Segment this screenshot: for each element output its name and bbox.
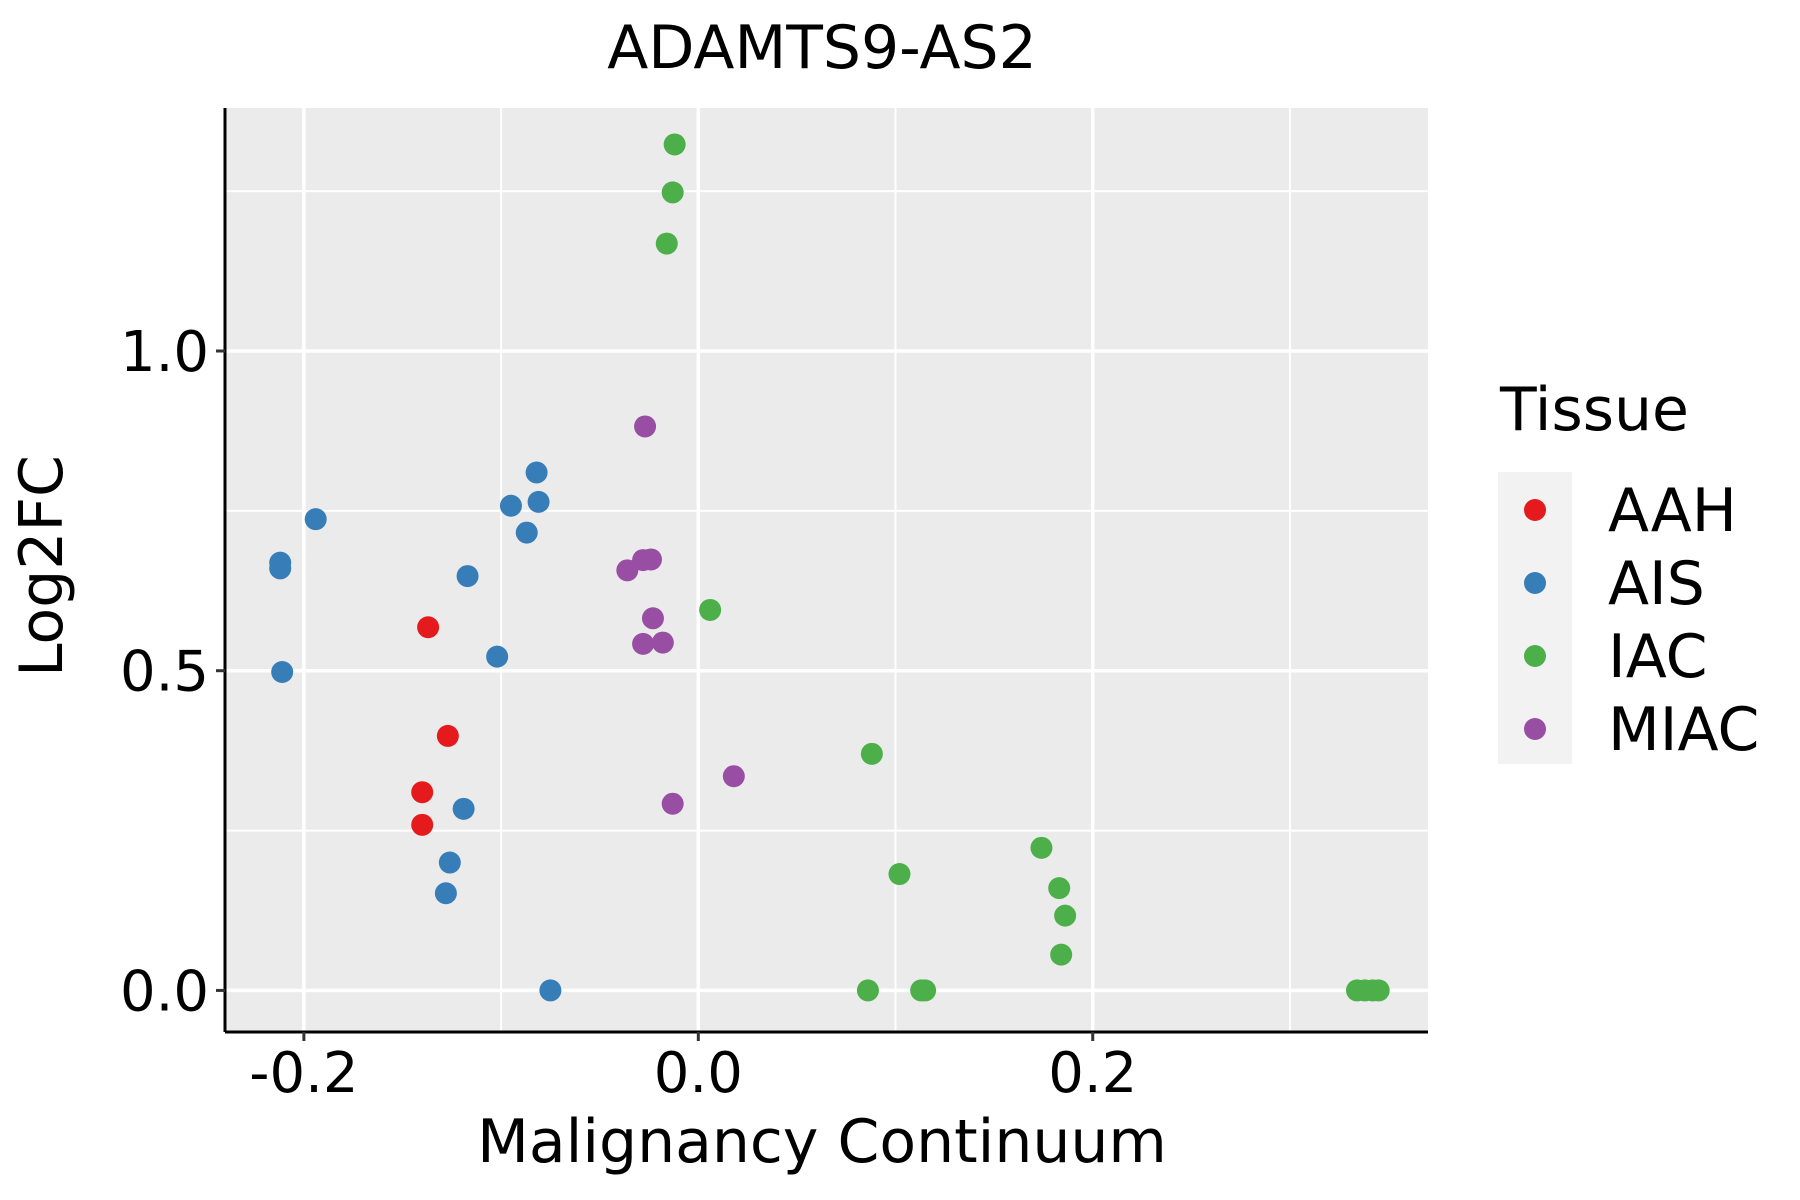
data-points: [269, 133, 1390, 1002]
legend-swatch: [1524, 499, 1546, 521]
data-point: [914, 979, 937, 1002]
data-point: [1050, 943, 1073, 966]
x-axis-label: Malignancy Continuum: [477, 1107, 1167, 1177]
data-point: [655, 232, 678, 255]
data-point: [856, 979, 879, 1002]
data-point: [452, 797, 475, 820]
data-point: [632, 632, 655, 655]
data-point: [499, 494, 522, 517]
legend-item-iac: IAC: [1524, 622, 1708, 692]
data-point: [1054, 904, 1077, 927]
data-point: [616, 559, 639, 582]
legend-swatch: [1524, 645, 1546, 667]
data-point: [304, 508, 327, 531]
x-tick-label: -0.2: [249, 1041, 358, 1106]
data-point: [271, 660, 294, 683]
legend-item-aah: AAH: [1524, 476, 1737, 546]
y-tick-label: 1.0: [120, 320, 209, 385]
data-point: [699, 598, 722, 621]
series-aah: [411, 616, 459, 836]
x-tick-label: 0.0: [654, 1041, 743, 1106]
data-point: [722, 765, 745, 788]
data-point: [661, 792, 684, 815]
data-point: [411, 781, 434, 804]
y-tick-label: 0.0: [120, 959, 209, 1024]
data-point: [434, 882, 457, 905]
legend-item-ais: AIS: [1524, 549, 1705, 619]
data-point: [651, 631, 674, 654]
data-point: [486, 645, 509, 668]
data-point: [436, 724, 459, 747]
series-miac: [616, 415, 745, 815]
data-point: [417, 616, 440, 639]
data-point: [860, 742, 883, 765]
chart-title: ADAMTS9-AS2: [607, 13, 1037, 83]
data-point: [634, 415, 657, 438]
y-tick-label: 0.5: [120, 640, 209, 705]
series-ais: [269, 461, 562, 1002]
plot-panel: [225, 108, 1428, 1032]
data-point: [411, 813, 434, 836]
data-point: [539, 979, 562, 1002]
grid-lines: [225, 108, 1428, 1032]
axes: -0.2 0.0 0.2 0.0 0.5 1.0: [120, 108, 1428, 1106]
legend-title: Tissue: [1499, 375, 1689, 445]
data-point: [515, 521, 538, 544]
data-point: [1030, 836, 1053, 859]
legend-item-miac: MIAC: [1524, 695, 1759, 765]
legend-swatch: [1524, 572, 1546, 594]
data-point: [1367, 979, 1390, 1002]
data-point: [888, 863, 911, 886]
legend-swatch: [1524, 718, 1546, 740]
data-point: [639, 548, 662, 571]
data-point: [663, 133, 686, 156]
y-axis-label: Log2FC: [7, 455, 77, 677]
data-point: [456, 565, 479, 588]
legend-label: AIS: [1608, 549, 1705, 619]
data-point: [1048, 877, 1071, 900]
legend-label: AAH: [1608, 476, 1737, 546]
data-point: [661, 181, 684, 204]
x-tick-label: 0.2: [1048, 1041, 1137, 1106]
legend-label: IAC: [1608, 622, 1708, 692]
data-point: [641, 607, 664, 630]
data-point: [527, 490, 550, 513]
data-point: [269, 557, 292, 580]
series-iac: [655, 133, 1390, 1002]
legend-label: MIAC: [1608, 695, 1759, 765]
data-point: [525, 461, 548, 484]
data-point: [438, 851, 461, 874]
